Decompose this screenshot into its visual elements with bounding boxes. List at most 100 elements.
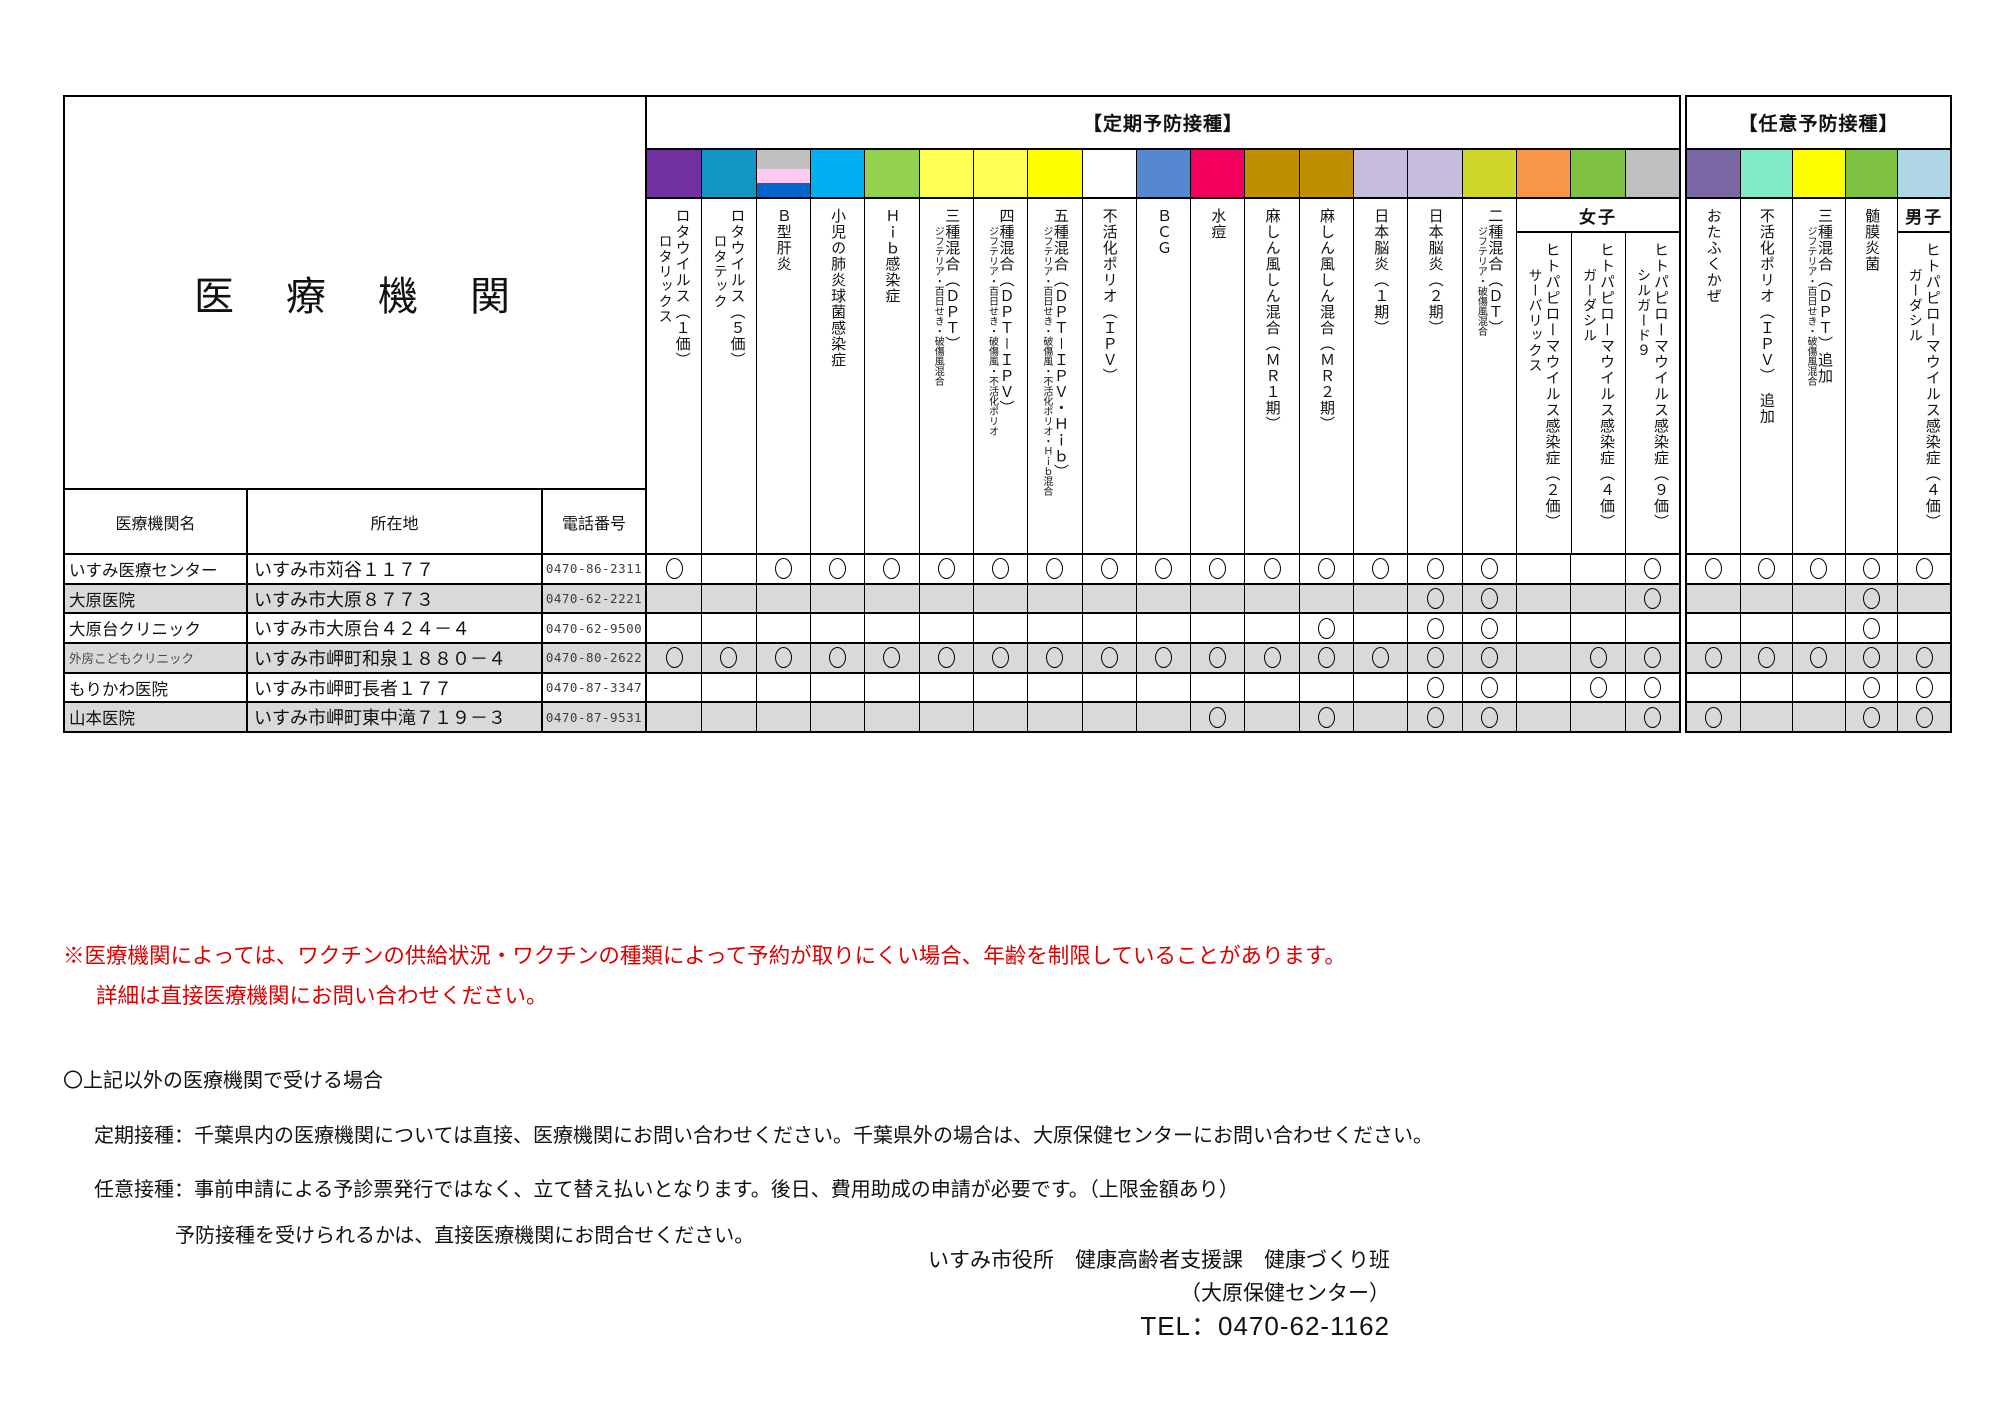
mark-cell-bcg	[1135, 614, 1190, 643]
mark-cell-mumps	[1687, 614, 1740, 642]
mark-cell-ipv-booster	[1739, 555, 1793, 583]
vaccine-color-swatch-hep-b	[755, 150, 810, 198]
mark-cell-mumps	[1687, 703, 1740, 731]
vaccine-color-swatch-ipv	[1081, 150, 1136, 197]
vaccine-name-cell-dpt: 三種混合（ＤＰＴ） ジフテリア・百日せき・破傷風混合	[918, 199, 973, 553]
circle-mark	[937, 558, 955, 580]
circle-mark	[883, 647, 901, 669]
circle-mark	[992, 558, 1010, 580]
circle-mark	[1757, 647, 1775, 669]
mark-cell-dpt-ipv-hib	[1027, 673, 1081, 702]
optional-payment-note: 任意接種：事前申請による予診票発行ではなく、立て替え払いとなります。後日、費用助…	[94, 1179, 1239, 1201]
marks-row	[1687, 582, 1950, 613]
mark-cell-ipv-booster	[1739, 703, 1793, 732]
vaccine-color-swatch-dpt-ipv-hib	[1027, 150, 1082, 197]
circle-mark	[1643, 558, 1661, 580]
mark-cell-hpv4-male	[1897, 673, 1950, 702]
mark-cell-dpt-ipv-hib	[1027, 584, 1081, 613]
circle-mark	[829, 558, 847, 580]
vaccine-color-swatch-varicella	[1190, 150, 1245, 197]
mark-cell-dpt-ipv	[972, 673, 1027, 702]
vaccine-color-swatch-mr2	[1298, 150, 1354, 197]
institution-address-cell: いすみ市岬町和泉１８８０－４	[246, 644, 541, 672]
vaccine-name-main: 日本脳炎（２期）	[1426, 208, 1444, 336]
mark-cell-mr1	[1244, 644, 1298, 672]
vaccine-name-main: 髄膜炎菌	[1863, 208, 1881, 272]
vaccine-name-cell-hpv9: ヒトパピローマウイルス感染症（９価） シルガード９	[1625, 233, 1679, 553]
vaccine-name-text: 二種混合（ＤＴ） ジフテリア・破傷風混合	[1475, 208, 1503, 553]
vaccine-color-swatch-hpv9	[1624, 150, 1679, 197]
mark-cell-hpv4	[1570, 584, 1624, 613]
vaccine-color-swatch-hpv4-male	[1897, 150, 1950, 197]
mark-cell-rotavirus-5	[701, 703, 755, 732]
mark-cell-hpv4	[1570, 555, 1624, 583]
vaccine-name-sub: ジフテリア・百日せき・破傷風混合	[1804, 226, 1816, 386]
mark-cell-hpv2	[1516, 644, 1570, 672]
institution-tel-cell: 0470-87-3347	[541, 673, 645, 702]
mark-cell-mr1	[1244, 673, 1298, 702]
mark-cell-varicella	[1190, 614, 1244, 643]
institution-tel-cell: 0470-87-9531	[541, 703, 645, 732]
vaccine-color-swatch-bcg	[1135, 150, 1191, 197]
vaccine-name-cell-dpt-ipv-hib: 五種混合（ＤＰＴ－ＩＰＶ・Ｈｉｂ） ジフテリア・百日せき・破傷風・不活化ポリオ・Ｈ…	[1027, 199, 1081, 553]
institution-subheader-row: 医療機関名 所在地 電話番号	[65, 490, 645, 553]
mark-cell-dpt-ipv	[972, 614, 1027, 643]
vaccine-name-main: 麻しん風しん混合（ＭＲ２期）	[1317, 208, 1335, 432]
mark-cell-mr1	[1244, 614, 1298, 643]
circle-mark	[1317, 558, 1335, 580]
mark-cell-bcg	[1135, 703, 1190, 732]
vaccine-name-cell-mr1: 麻しん風しん混合（ＭＲ１期）	[1244, 199, 1298, 553]
marks-row	[647, 642, 1679, 672]
vaccine-name-main: ヒトパピローマウイルス感染症（２価）	[1543, 242, 1561, 530]
mark-cell-hib	[864, 644, 918, 672]
header-address: 所在地	[246, 490, 541, 553]
vaccine-name-text: 麻しん風しん混合（ＭＲ１期）	[1264, 208, 1281, 553]
vaccine-color-swatch-pneumococcus	[809, 150, 865, 197]
table-title-cell: 医 療 機 関	[65, 97, 645, 490]
vaccine-name-sub: ジフテリア・百日せき・破傷風混合	[932, 226, 944, 386]
institution-rows: いすみ医療センター いすみ市苅谷１１７７ 0470-86-2311 大原医院 いすみ市大…	[65, 553, 645, 732]
vaccine-brand-name: ロタテック	[712, 234, 729, 309]
vaccine-name-cell-dpt-booster: 三種混合（ＤＰＴ）追加 ジフテリア・百日せき・破傷風混合	[1792, 199, 1845, 553]
vaccine-name-cell-hep-b: Ｂ型肝炎	[755, 199, 810, 553]
circle-mark	[992, 647, 1010, 669]
vaccine-name-text: ヒトパピローマウイルス感染症（４価） ガーダシル	[1582, 242, 1615, 553]
optional-vaccine-names-row: おたふくかぜ 不活化ポリオ（ＩＰＶ） 追加 三種混合（ＤＰＴ）追加 ジフテリア・百日せ…	[1687, 199, 1950, 553]
mark-cell-hib	[864, 614, 918, 643]
circle-mark	[1863, 617, 1881, 639]
circle-mark	[1863, 647, 1881, 669]
gender-header: 女子	[1517, 199, 1679, 233]
mark-cell-rotavirus-5	[701, 584, 755, 613]
circle-mark	[1426, 647, 1444, 669]
vaccine-name-cell-je2: 日本脳炎（２期）	[1407, 199, 1461, 553]
mark-cell-meningococcus	[1844, 703, 1898, 732]
vaccine-color-swatch-mumps	[1687, 150, 1740, 197]
circle-mark	[720, 647, 738, 669]
vaccine-name-text: ロタウイルス（１価） ロタリックス	[658, 208, 691, 553]
mark-cell-je1	[1353, 584, 1407, 613]
vaccine-name-cell-hpv4: ヒトパピローマウイルス感染症（４価） ガーダシル	[1571, 233, 1625, 553]
mark-cell-dt	[1461, 644, 1516, 672]
institution-tel-cell: 0470-62-2221	[541, 584, 645, 613]
vaccine-color-swatch-dt	[1461, 150, 1517, 197]
header-institution-name: 医療機関名	[115, 515, 196, 533]
circle-mark	[1704, 558, 1722, 580]
institution-name-cell: 大原台クリニック	[69, 621, 201, 640]
routine-section-header: 【定期予防接種】	[647, 97, 1679, 150]
vaccine-color-swatch-dpt-ipv	[972, 150, 1028, 197]
vaccine-name-text: 四種混合（ＤＰＴ－ＩＰＶ） ジフテリア・百日せき・破傷風・不活化ポリオ	[987, 208, 1015, 553]
vaccine-color-swatch-rotavirus-5	[701, 150, 756, 197]
vaccine-name-text: 三種混合（ＤＰＴ）追加 ジフテリア・百日せき・破傷風混合	[1805, 208, 1833, 553]
institution-address-cell: いすみ市大原８７７３	[246, 584, 541, 613]
vaccine-name-sub: ジフテリア・百日せき・破傷風・不活化ポリオ	[986, 226, 998, 436]
vaccine-color-swatch-je1	[1353, 150, 1408, 197]
mark-cell-dpt-booster	[1792, 555, 1845, 583]
circle-mark	[1863, 558, 1881, 580]
mark-cell-hib	[864, 703, 918, 732]
circle-mark	[1263, 558, 1281, 580]
circle-mark	[883, 558, 901, 580]
mark-cell-hpv4-male	[1897, 584, 1950, 613]
institution-address-cell: いすみ市岬町長者１７７	[246, 673, 541, 702]
mark-cell-hpv4	[1570, 673, 1624, 702]
